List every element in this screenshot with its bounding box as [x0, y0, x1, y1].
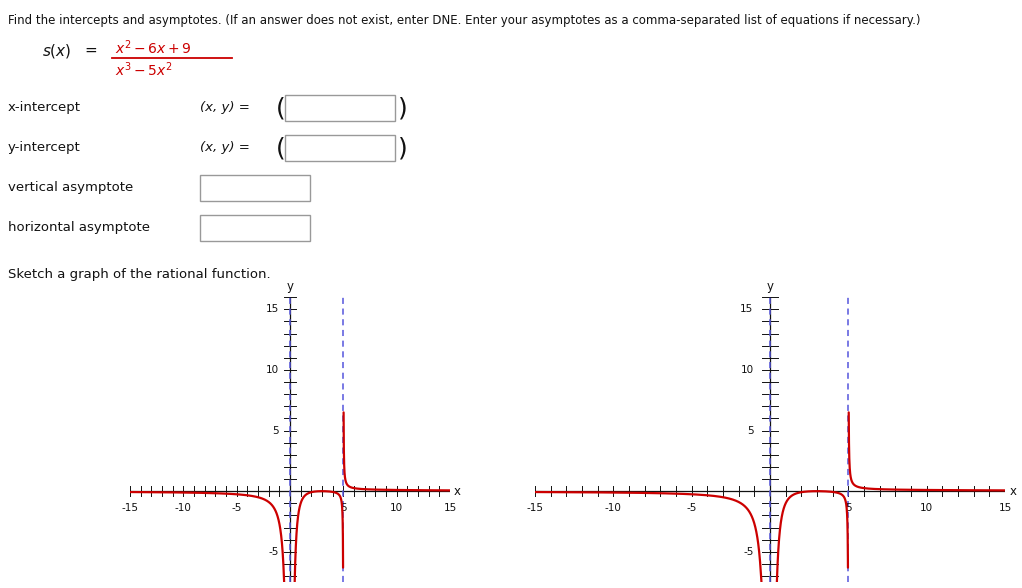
Text: x-intercept: x-intercept — [8, 102, 81, 115]
Text: Find the intercepts and asymptotes. (If an answer does not exist, enter DNE. Ent: Find the intercepts and asymptotes. (If … — [8, 14, 921, 27]
FancyBboxPatch shape — [200, 215, 310, 241]
Text: 10: 10 — [740, 365, 753, 375]
Text: 10: 10 — [390, 503, 404, 513]
Text: y: y — [766, 280, 774, 293]
Text: 10: 10 — [920, 503, 933, 513]
Text: 5: 5 — [747, 426, 753, 436]
Text: 10: 10 — [266, 365, 279, 375]
Text: y: y — [286, 280, 293, 293]
Text: y-intercept: y-intercept — [8, 142, 81, 155]
Text: -5: -5 — [231, 503, 242, 513]
Text: -5: -5 — [687, 503, 697, 513]
Text: $)$: $)$ — [397, 95, 407, 121]
Text: vertical asymptote: vertical asymptote — [8, 182, 133, 195]
FancyBboxPatch shape — [285, 95, 394, 121]
Text: $s(x)$: $s(x)$ — [42, 42, 72, 60]
Text: 5: 5 — [340, 503, 346, 513]
Text: -15: -15 — [526, 503, 544, 513]
Text: -5: -5 — [743, 547, 753, 557]
Text: x: x — [1010, 485, 1017, 497]
FancyBboxPatch shape — [285, 135, 394, 161]
Text: 15: 15 — [266, 304, 279, 314]
Text: (x, y) =: (x, y) = — [200, 102, 249, 115]
Text: 15: 15 — [444, 503, 457, 513]
Text: -10: -10 — [175, 503, 192, 513]
Text: $)$: $)$ — [397, 135, 407, 161]
FancyBboxPatch shape — [200, 175, 310, 201]
Text: -15: -15 — [122, 503, 139, 513]
Text: $x^2 - 6x + 9$: $x^2 - 6x + 9$ — [115, 38, 192, 56]
Text: $x^3 - 5x^2$: $x^3 - 5x^2$ — [115, 60, 173, 79]
Text: $($: $($ — [275, 95, 285, 121]
Text: horizontal asymptote: horizontal asymptote — [8, 222, 150, 235]
Text: 5: 5 — [272, 426, 279, 436]
Text: $=$: $=$ — [82, 42, 98, 57]
Text: $($: $($ — [275, 135, 285, 161]
Text: -5: -5 — [269, 547, 279, 557]
Text: -10: -10 — [605, 503, 621, 513]
Text: 5: 5 — [845, 503, 851, 513]
Text: Sketch a graph of the rational function.: Sketch a graph of the rational function. — [8, 268, 271, 281]
Text: 15: 15 — [998, 503, 1012, 513]
Text: x: x — [453, 485, 460, 497]
Text: 15: 15 — [740, 304, 753, 314]
Text: (x, y) =: (x, y) = — [200, 142, 249, 155]
